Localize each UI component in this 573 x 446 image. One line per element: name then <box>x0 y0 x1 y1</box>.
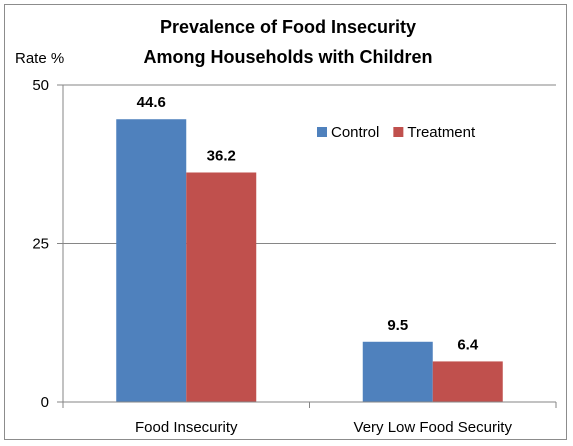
data-label: 6.4 <box>457 336 479 353</box>
bars <box>116 119 503 403</box>
legend-swatch-treatment <box>393 127 404 137</box>
y-axis-label: Rate % <box>15 50 64 67</box>
chart-subtitle: Among Households with Children <box>144 47 433 67</box>
legend-label-treatment: Treatment <box>407 124 476 141</box>
x-tick-label: Food Insecurity <box>135 419 238 436</box>
chart-title: Prevalence of Food Insecurity <box>160 17 416 37</box>
data-label: 44.6 <box>137 94 166 111</box>
data-labels: 44.6 36.2 9.5 6.4 <box>137 94 479 353</box>
bar-control <box>362 341 433 402</box>
y-tick-label: 0 <box>41 394 49 411</box>
bar-treatment <box>432 361 503 402</box>
y-tick-label: 50 <box>32 77 49 94</box>
axes: 0 25 50 Food Insecurity Very Low Food Securi… <box>32 77 557 436</box>
bar-chart: Prevalence of Food Insecurity Among Hous… <box>15 17 557 436</box>
x-tick-label: Very Low Food Security <box>354 419 513 436</box>
legend: Control Treatment <box>317 124 476 141</box>
bar-treatment <box>186 172 257 402</box>
bar-control <box>116 119 187 403</box>
data-label: 36.2 <box>207 147 236 164</box>
legend-swatch-control <box>317 127 327 137</box>
y-tick-label: 25 <box>32 236 49 253</box>
data-label: 9.5 <box>387 317 408 334</box>
chart-frame: Prevalence of Food Insecurity Among Hous… <box>4 4 567 440</box>
legend-label-control: Control <box>331 124 379 141</box>
